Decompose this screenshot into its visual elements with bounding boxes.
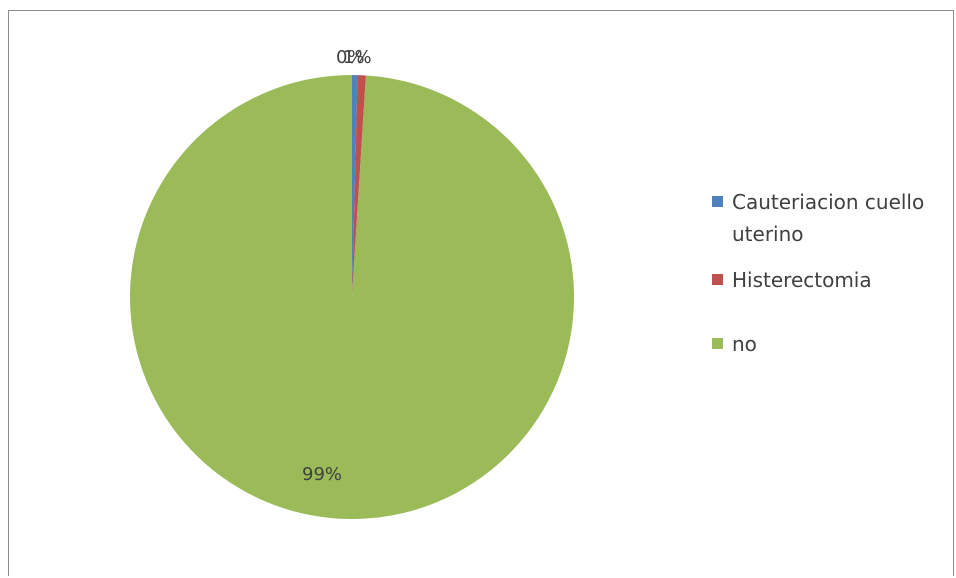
legend-label-no: no xyxy=(732,332,757,356)
data-label-histerectomia: 1% xyxy=(343,47,372,68)
slice-no xyxy=(129,75,574,520)
pie-data-labels: 0% 1% 99% xyxy=(302,47,372,485)
legend-swatch-histerectomia xyxy=(712,274,723,285)
legend-label-histerectomia: Histerectomia xyxy=(732,268,872,292)
slice-histerectomia xyxy=(352,75,366,298)
pie-slices xyxy=(129,75,574,520)
legend: Cauteriacion cuello uterino Histerectomi… xyxy=(710,186,950,360)
data-label-no: 99% xyxy=(302,464,342,485)
slice-cauteriacion xyxy=(352,75,358,297)
legend-item-no: no xyxy=(710,328,950,360)
data-label-cauteriacion: 0% xyxy=(336,47,365,68)
legend-item-cauteriacion: Cauteriacion cuello uterino xyxy=(710,186,950,250)
legend-swatch-no xyxy=(712,338,723,349)
legend-item-histerectomia: Histerectomia xyxy=(710,264,950,296)
legend-swatch-cauteriacion xyxy=(712,196,723,207)
legend-label-cauteriacion: Cauteriacion cuello uterino xyxy=(732,190,925,246)
